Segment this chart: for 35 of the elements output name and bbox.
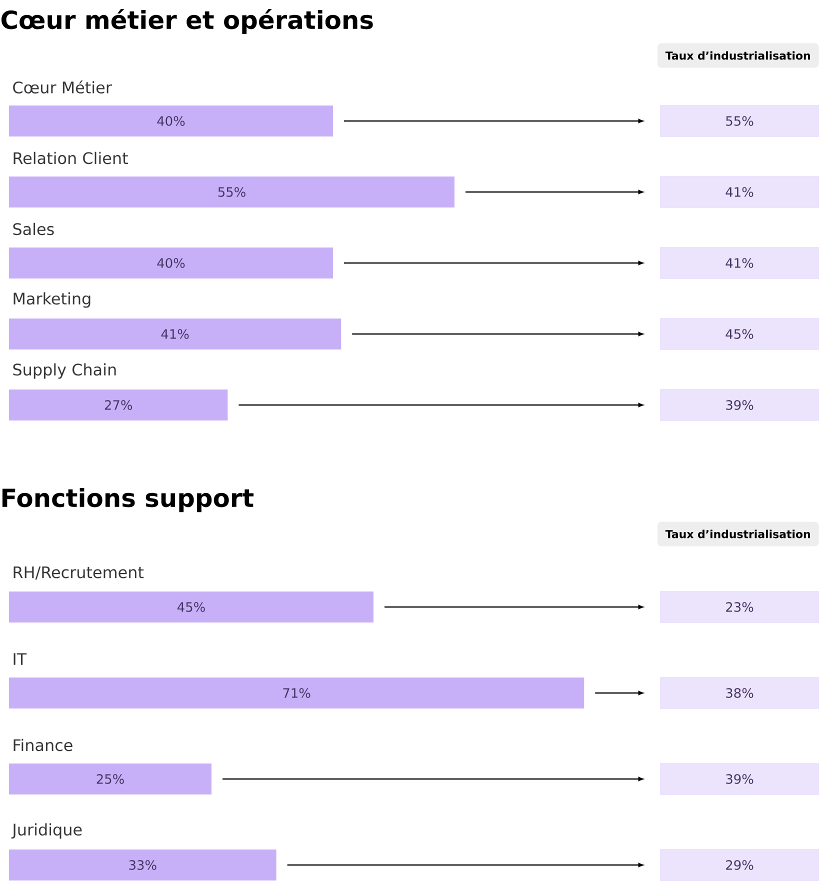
annotation: Taux d’industrialisation: [665, 530, 810, 538]
category-label: RH/Recrutement: [14, 566, 144, 580]
bar: [9, 764, 212, 795]
data-label: 25%: [96, 774, 124, 784]
category-label: Supply Chain: [13, 363, 116, 379]
data-label: 41%: [161, 329, 189, 339]
category-label: Finance: [14, 738, 72, 752]
annotation: 38%: [726, 688, 754, 698]
annotation: 39%: [726, 774, 754, 784]
bar: [9, 850, 276, 881]
annotation: 39%: [726, 400, 754, 410]
data-label: 40%: [157, 116, 185, 126]
data-label: 71%: [283, 688, 310, 698]
annotation: 41%: [726, 258, 754, 268]
annotation: 55%: [726, 116, 754, 126]
category-label: Juridique: [11, 823, 82, 839]
category-label: Marketing: [14, 292, 90, 308]
category-label: Sales: [13, 222, 54, 236]
annotation: 45%: [726, 329, 754, 339]
category-label: Cœur Métier: [13, 80, 112, 94]
chart-title: Cœur métier et opérations: [1, 8, 373, 34]
chart-title: Fonctions support: [2, 488, 254, 512]
bar: [9, 592, 374, 623]
data-label: 27%: [104, 400, 132, 410]
annotation: 29%: [726, 860, 754, 870]
category-label: Relation Client: [14, 152, 128, 164]
data-label: 40%: [157, 258, 185, 268]
data-label: 45%: [177, 602, 205, 612]
bar: [9, 678, 584, 709]
annotation: Taux d’industrialisation: [665, 51, 810, 60]
data-label: 55%: [218, 187, 246, 197]
annotation: 41%: [726, 187, 754, 197]
category-label: IT: [14, 653, 27, 665]
annotation: 23%: [726, 602, 754, 612]
data-label: 33%: [129, 860, 156, 870]
